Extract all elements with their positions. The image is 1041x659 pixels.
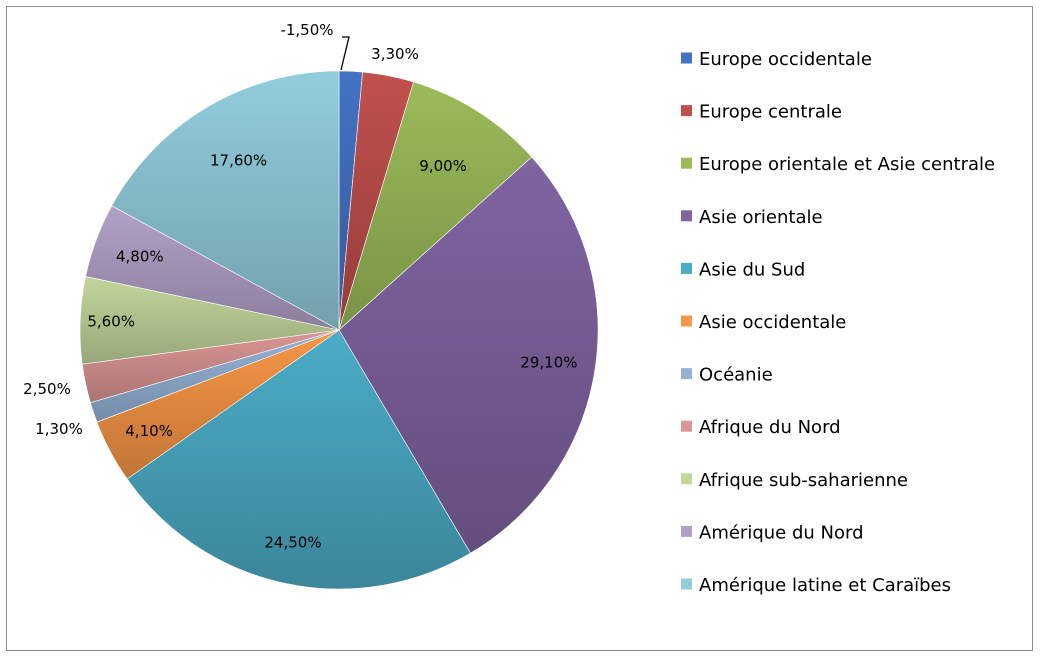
legend-swatch: [681, 578, 692, 590]
legend-label: Europe orientale et Asie centrale: [699, 154, 995, 175]
legend-swatch: [681, 157, 692, 169]
legend-swatch: [681, 473, 692, 485]
legend-label: Océanie: [699, 365, 773, 386]
legend-label: Asie orientale: [699, 207, 823, 228]
legend-item-europe-orientale-et-asie-centrale: Europe orientale et Asie centrale: [681, 154, 995, 175]
legend-label: Afrique du Nord: [699, 417, 841, 438]
legend-swatch: [681, 105, 692, 117]
legend-item-europe-occidentale: Europe occidentale: [681, 49, 872, 70]
data-label-oceanie: 1,30%: [35, 420, 83, 438]
data-label-europe-centrale: 3,30%: [371, 45, 419, 63]
legend-label: Amérique du Nord: [699, 522, 864, 543]
pie-slices: [79, 70, 599, 590]
legend-item-asie-occidentale: Asie occidentale: [681, 312, 846, 333]
legend-item-asie-du-sud: Asie du Sud: [681, 259, 805, 280]
data-labels: -1,50% 3,30% 9,00% 29,10% 24,50% 4,10% 1,30% 2,…: [23, 21, 577, 552]
legend-swatch: [681, 368, 692, 380]
legend-swatch: [681, 210, 692, 222]
data-label-europe-orientale-et-asie-centrale: 9,00%: [419, 157, 467, 175]
legend-item-asie-orientale: Asie orientale: [681, 207, 823, 228]
legend-label: Asie occidentale: [699, 312, 846, 333]
data-label-afrique-sub-saharienne: 5,60%: [87, 312, 135, 330]
legend-label: Asie du Sud: [699, 259, 805, 280]
pie-slice-asie-du-sud: [126, 329, 471, 590]
data-label-asie-orientale: 29,10%: [520, 354, 577, 372]
pie-slice-asie-orientale: [338, 156, 599, 554]
pie-slice-amerique-latine-et-caraibes: [111, 70, 340, 331]
leader-line-europe-occidentale: [340, 36, 350, 71]
legend-item-afrique-du-nord: Afrique du Nord: [681, 417, 841, 438]
legend-swatch: [681, 262, 692, 274]
data-label-europe-occidentale: -1,50%: [280, 21, 333, 39]
leader-lines: [340, 36, 350, 71]
legend-item-europe-centrale: Europe centrale: [681, 102, 842, 123]
legend-label: Europe centrale: [699, 102, 842, 123]
legend-label: Europe occidentale: [699, 49, 872, 70]
legend-swatch: [681, 420, 692, 432]
data-label-amerique-latine-et-caraibes: 17,60%: [210, 152, 267, 170]
legend: Europe occidentale Europe centrale Europe …: [681, 49, 995, 596]
pie-slice-europe-orientale-et-asie-centrale: [338, 81, 533, 331]
legend-label: Amérique latine et Caraïbes: [699, 575, 951, 596]
legend-item-oceanie: Océanie: [681, 365, 773, 386]
legend-item-amerique-du-nord: Amérique du Nord: [681, 522, 864, 543]
legend-swatch: [681, 315, 692, 327]
data-label-amerique-du-nord: 4,80%: [116, 247, 164, 265]
data-label-afrique-du-nord: 2,50%: [23, 380, 71, 398]
legend-item-amerique-latine-et-caraibes: Amérique latine et Caraïbes: [681, 575, 951, 596]
legend-swatch: [681, 525, 692, 537]
legend-swatch: [681, 52, 692, 64]
data-label-asie-du-sud: 24,50%: [264, 534, 321, 552]
data-label-asie-occidentale: 4,10%: [125, 422, 173, 440]
legend-label: Afrique sub-saharienne: [699, 470, 908, 491]
legend-item-afrique-sub-saharienne: Afrique sub-saharienne: [681, 470, 908, 491]
